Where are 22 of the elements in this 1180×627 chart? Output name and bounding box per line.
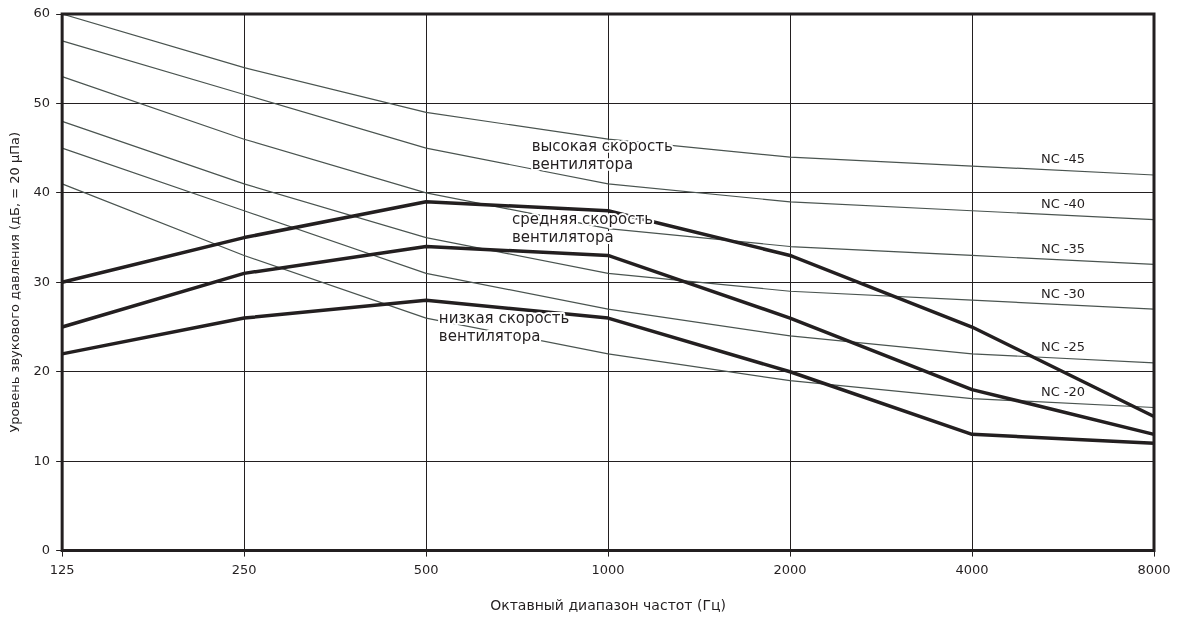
series-label: NC -40: [1040, 196, 1086, 212]
x-tick-label: 4000: [955, 561, 989, 577]
y-tick-label: 40: [33, 184, 51, 200]
series-label: NC -25: [1040, 339, 1086, 355]
series-label: NC -45: [1040, 151, 1086, 167]
y-tick-label: 50: [33, 94, 51, 110]
x-tick-label: 1000: [591, 561, 625, 577]
series-label: NC -30: [1040, 285, 1086, 301]
x-tick-label: 125: [49, 561, 75, 577]
y-tick-label: 30: [33, 273, 51, 289]
x-axis-title: Октавный диапазон частот (Гц): [490, 597, 726, 614]
y-axis-title: Уровень звукового давления (дБ, = 20 μПа): [7, 132, 23, 433]
x-tick-label: 250: [231, 561, 257, 577]
y-tick-label: 0: [41, 541, 51, 557]
x-tick-label: 8000: [1137, 561, 1171, 577]
y-tick-label: 60: [33, 5, 51, 21]
y-tick-label: 20: [33, 363, 51, 379]
series-label: NC -20: [1040, 383, 1086, 399]
y-tick-label: 10: [33, 452, 51, 468]
x-tick-label: 2000: [773, 561, 807, 577]
series-label: NC -35: [1040, 240, 1086, 256]
x-tick-label: 500: [413, 561, 439, 577]
